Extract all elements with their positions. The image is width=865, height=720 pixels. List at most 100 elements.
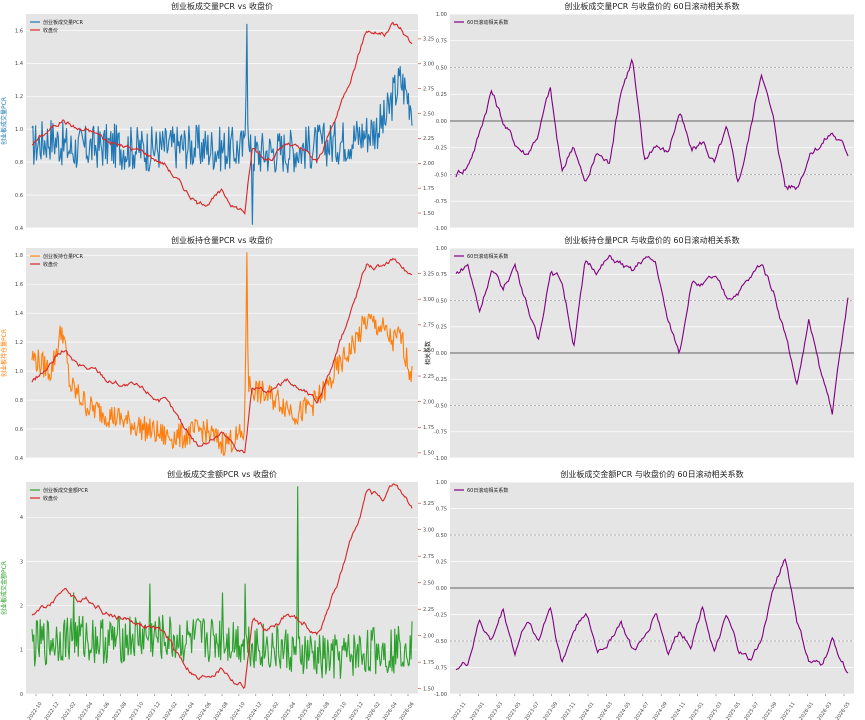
legend-label: 创业板持仓量PCR [43,253,84,260]
x-tick-label: 2024-09 [652,701,669,720]
x-tick-label: 2024-03 [597,701,614,720]
y-tick-label-right: 2.50 [423,111,434,117]
y-axis-label: 相关系数 [424,341,432,365]
series-line-60日滚动相关系数 [455,58,849,191]
x-tick-label: 2023-05 [506,701,523,720]
y-tick-label: 0.8 [15,398,23,404]
y-tick-label-right: 1.50 [423,451,434,457]
y-tick-label: 3 [20,559,23,565]
x-tick-label: 2022-10 [27,701,44,720]
legend-label: 60日滚动相关系数 [467,19,508,26]
x-tick-label: 2025-07 [743,701,760,720]
y-tick-label-right: 2.75 [423,554,434,560]
y-tick-label: -0.50 [434,639,447,645]
x-tick-label: 2023-02 [61,701,78,720]
x-tick-label: 2024-08 [213,701,230,720]
series-line-创业板成交金额PCR [31,486,413,679]
y-tick-label-right: 2.00 [423,399,434,405]
y-tick-label: 0.6 [15,427,23,433]
x-tick-label: 2026-03 [816,701,833,720]
chart-title: 创业板成交量PCR vs 收盘价 [171,1,273,11]
x-tick-label: 2022-12 [44,701,61,720]
y-tick-label: 1.0 [15,369,23,375]
x-tick-label: 2025-03 [707,701,724,720]
x-tick-label: 2024-12 [247,701,264,720]
x-tick-label: 2025-02 [263,701,280,720]
y-tick-label: -1.00 [434,692,447,698]
y-tick-label-right: 1.75 [423,186,434,192]
x-tick-label: 2025-06 [297,701,314,720]
x-tick-label: 2023-10 [128,701,145,720]
y-tick-label: -0.50 [434,172,447,178]
y-tick-label-right: 3.00 [423,62,434,68]
y-axis-label: 创业板成交金额PCR [0,561,8,615]
y-tick-label: 1 [20,648,23,654]
chart-panel-6: 创业板成交金额PCR 与收盘价的 60日滚动相关系数 -1.00 -0.75 -0.5… [434,469,854,720]
y-tick-label: -0.25 [434,612,447,618]
y-tick-label: 0.50 [436,533,447,539]
y-tick-label: 0.4 [15,456,23,462]
legend-label: 收盘价 [43,27,58,34]
x-tick-label: 2026-02 [365,701,382,720]
x-tick-label: 2024-05 [615,701,632,720]
x-tick-label: 2023-11 [560,701,577,720]
chart-title: 创业板持仓量PCR vs 收盘价 [171,235,273,245]
y-tick-label-right: 1.50 [423,687,434,693]
y-tick-label: 1.00 [436,12,447,18]
x-tick-label: 2022-11 [451,701,468,720]
y-tick-label-right: 2.25 [423,607,434,613]
legend: 60日滚动相关系数 [454,253,508,260]
y-tick-label: -1.00 [434,226,447,232]
x-tick-label: 2024-01 [579,701,596,720]
y-tick-label: 0.75 [436,506,447,512]
chart-panel-2: 创业板成交量PCR 与收盘价的 60日滚动相关系数 -1.00 -0.75 -0.50… [434,1,854,232]
y-tick-label: 1.8 [15,253,23,259]
y-tick-label-right: 3.25 [423,501,434,507]
x-tick-label: 2023-12 [145,701,162,720]
y-tick-label-right: 2.75 [423,323,434,329]
chart-panel-5: 创业板成交金额PCR vs 收盘价 0 1 2 3 4 创业板成交金额PCR 1.50 1.75… [0,469,434,720]
chart-title: 创业板成交金额PCR 与收盘价的 60日滚动相关系数 [560,469,743,479]
x-tick-label: 2024-02 [162,701,179,720]
y-tick-label: 1.0 [15,127,23,133]
series-line-收盘价 [31,21,413,216]
x-tick-label: 2023-03 [487,701,504,720]
y-tick-label: -0.75 [434,665,447,671]
x-tick-label: 2023-06 [94,701,111,720]
y-tick-label-right: 2.25 [423,374,434,380]
y-tick-label: 0.8 [15,160,23,166]
x-tick-label: 2023-09 [542,701,559,720]
y-tick-label: 4 [20,515,23,521]
y-tick-label: -0.25 [434,377,447,383]
x-tick-label: 2023-08 [111,701,128,720]
series-line-60日滚动相关系数 [455,558,849,674]
x-tick-label: 2025-04 [280,701,297,720]
y-tick-label-right: 1.75 [423,660,434,666]
x-tick-label: 2025-08 [314,701,331,720]
x-tick-label: 2024-11 [670,701,687,720]
x-tick-label: 2024-06 [196,701,213,720]
y-tick-label-right: 2.25 [423,136,434,142]
y-tick-label-right: 2.75 [423,86,434,92]
series-line-创业板成交量PCR [31,23,413,225]
x-tick-label: 2025-09 [762,701,779,720]
x-tick-label: 2025-12 [348,701,365,720]
chart-panel-4: 创业板持仓量PCR 与收盘价的 60日滚动相关系数 -1.00 -0.75 -0.50… [424,235,854,462]
y-tick-label: -0.25 [434,146,447,152]
chart-title: 创业板持仓量PCR 与收盘价的 60日滚动相关系数 [564,235,739,245]
series-line-60日滚动相关系数 [455,254,849,415]
y-tick-label: 1.2 [15,94,23,100]
x-tick-label: 2023-07 [524,701,541,720]
x-tick-label: 2026-04 [382,701,399,720]
y-tick-label: 0.25 [436,325,447,331]
y-tick-label: 0.50 [436,298,447,304]
y-tick-label: 0.50 [436,65,447,71]
x-tick-label: 2023-01 [469,701,486,720]
y-tick-label: -0.75 [434,199,447,205]
y-tick-label-right: 2.50 [423,581,434,587]
y-tick-label: 0 [20,692,23,698]
legend-label: 创业板成交金额PCR [43,487,89,494]
